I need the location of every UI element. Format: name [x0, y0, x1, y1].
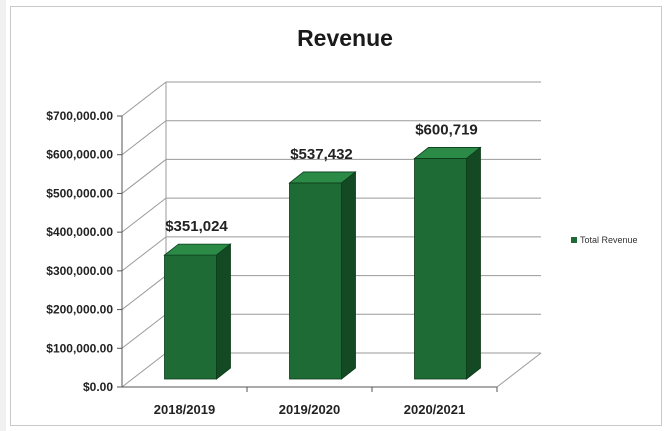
- gridline-depth: [121, 275, 167, 310]
- x-tick-label: 2019/2020: [279, 402, 340, 417]
- chart-title: Revenue: [297, 25, 393, 51]
- y-tick-label: $100,000.00: [46, 341, 113, 355]
- x-tick-label: 2018/2019: [154, 402, 215, 417]
- gridline-depth: [121, 236, 167, 272]
- bar-side: [341, 171, 356, 380]
- y-tick-label: $200,000.00: [46, 303, 113, 317]
- bars: [163, 146, 482, 380]
- y-tick-label: $0.00: [83, 380, 113, 394]
- y-tick-label: $500,000.00: [46, 186, 113, 200]
- gridline-depth: [121, 159, 167, 194]
- legend: Total Revenue: [571, 235, 638, 245]
- x-tick-label: 2020/2021: [404, 402, 465, 417]
- bar: [414, 158, 467, 380]
- legend-swatch: [571, 237, 577, 243]
- floor-edge: [496, 352, 542, 388]
- data-label: $600,719: [415, 121, 478, 138]
- page-edge: [0, 0, 6, 431]
- data-label: $351,024: [165, 218, 228, 235]
- legend-label: Total Revenue: [580, 235, 638, 245]
- y-tick-label: $600,000.00: [46, 148, 113, 162]
- gridline-depth: [121, 313, 167, 349]
- bar: [289, 182, 342, 380]
- gridline-depth: [121, 197, 167, 233]
- axes: [117, 82, 542, 392]
- y-tick-label: $700,000.00: [46, 109, 113, 123]
- gridline-depth: [121, 81, 167, 117]
- y-tick-label: $400,000.00: [46, 225, 113, 239]
- bar: [164, 254, 217, 380]
- bar-side: [216, 243, 231, 380]
- labels: $0.00 $100,000.00 $200,000.00 $300,000.00 $4…: [46, 109, 478, 417]
- bar-side: [466, 146, 481, 380]
- data-label: $537,432: [290, 146, 353, 163]
- gridline-depth: [121, 120, 167, 156]
- y-tick-label: $300,000.00: [46, 264, 113, 278]
- gridline-depth: [121, 352, 167, 388]
